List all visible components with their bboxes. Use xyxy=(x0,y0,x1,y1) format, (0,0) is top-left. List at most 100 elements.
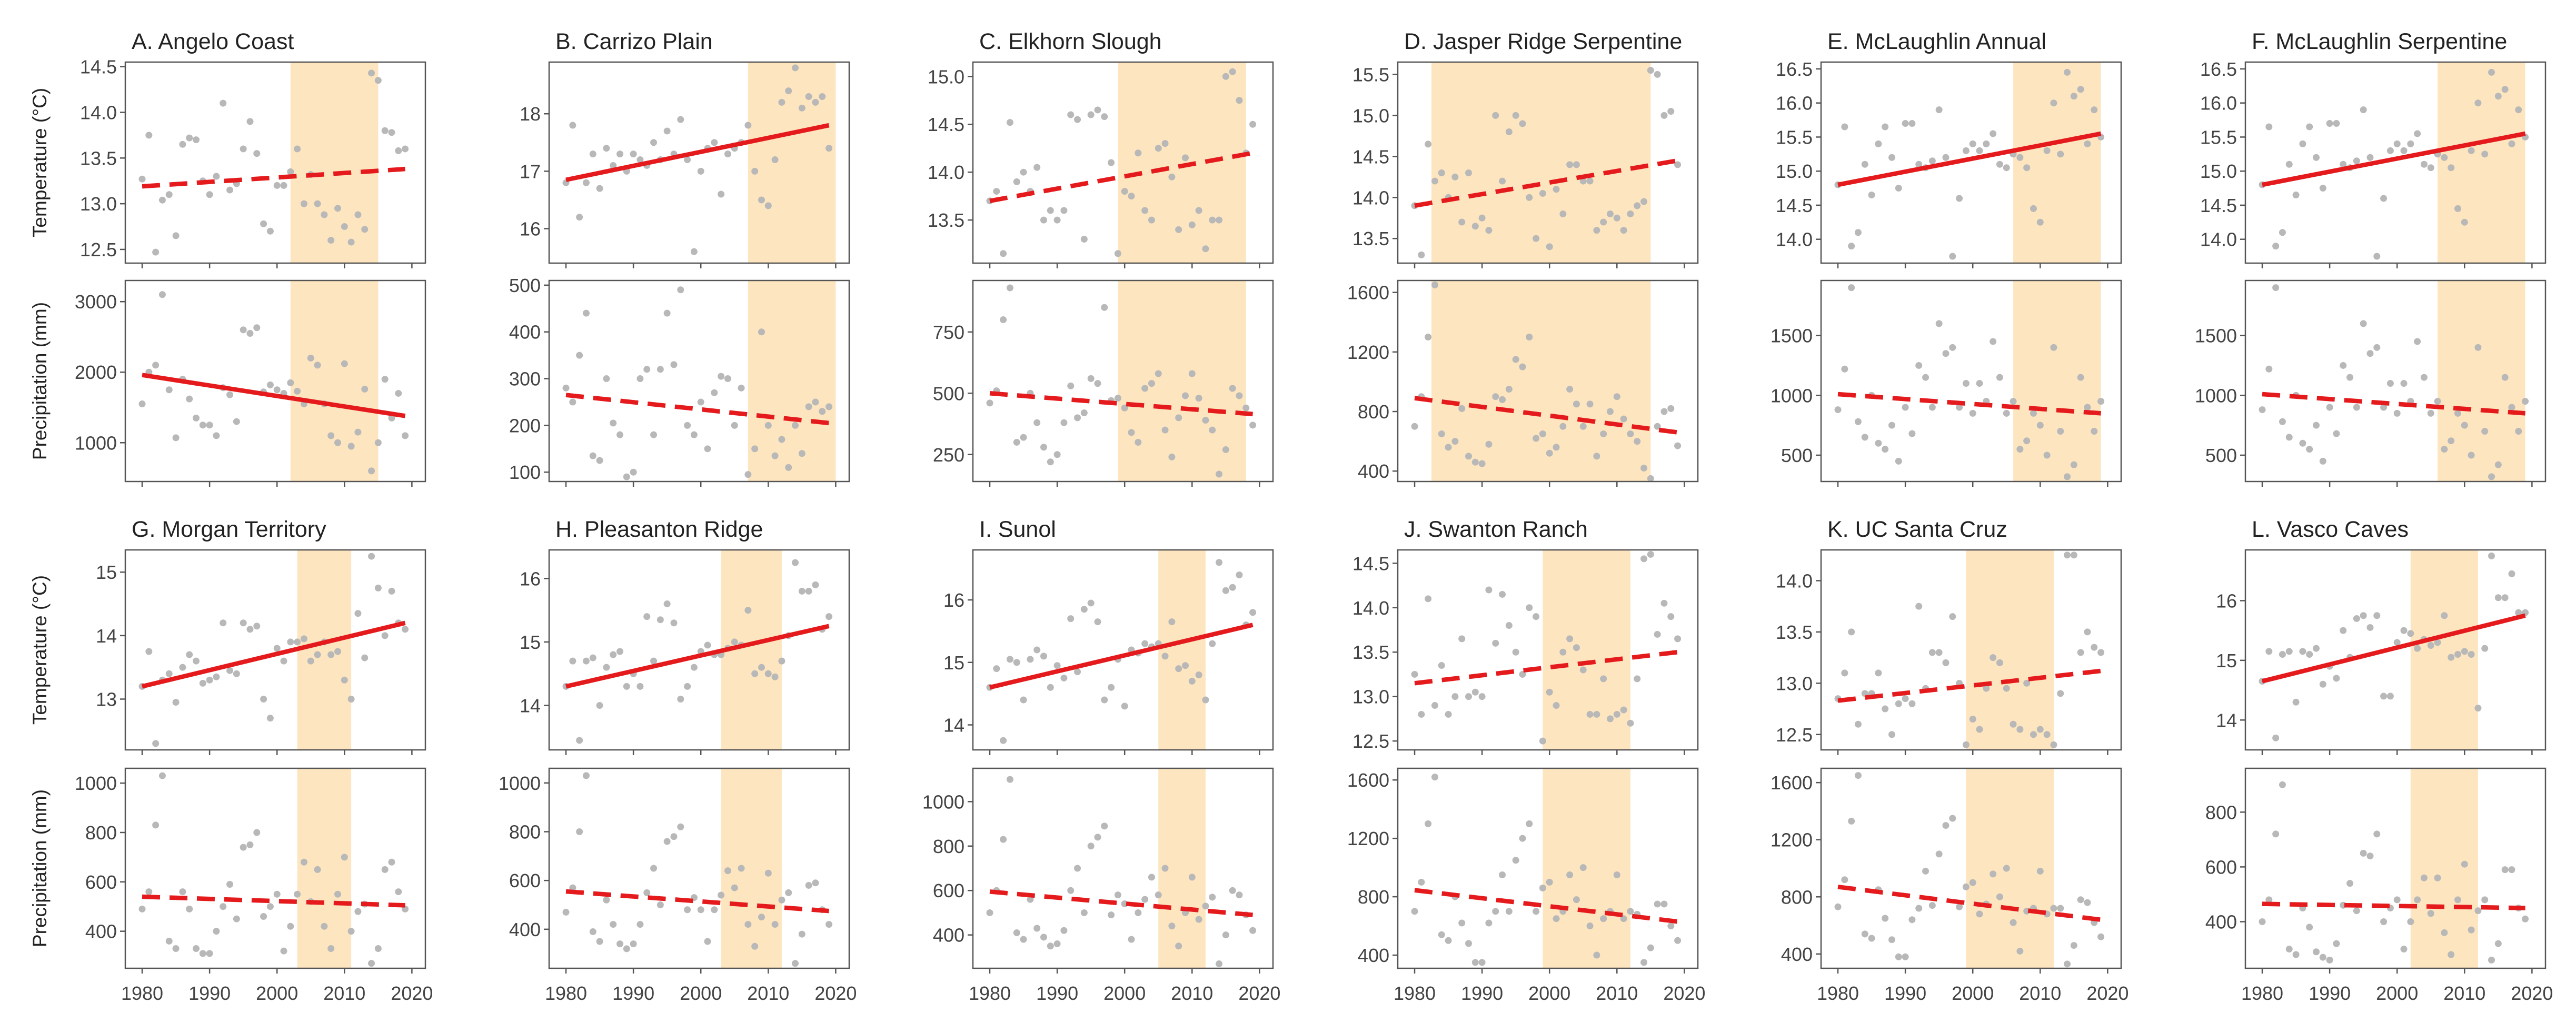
data-point xyxy=(2064,960,2071,968)
data-point xyxy=(220,903,227,910)
data-point xyxy=(1425,595,1432,603)
data-point xyxy=(1465,940,1472,947)
data-point xyxy=(1660,112,1668,119)
data-point xyxy=(1168,922,1176,930)
data-point xyxy=(1181,154,1189,162)
data-point xyxy=(1216,960,1223,968)
data-point xyxy=(1458,919,1466,927)
data-point xyxy=(589,452,596,459)
data-point xyxy=(2454,409,2461,417)
data-point xyxy=(2508,404,2515,411)
data-point xyxy=(2003,409,2010,417)
data-point xyxy=(294,145,301,153)
data-point xyxy=(576,352,583,359)
y-tick-label: 13.5 xyxy=(1352,641,1389,663)
data-point xyxy=(2285,648,2293,655)
data-point xyxy=(1848,284,1855,292)
data-point xyxy=(1202,696,1209,704)
data-point xyxy=(1188,874,1196,881)
plot-frame xyxy=(1820,61,2122,264)
data-point xyxy=(690,431,698,438)
temperature-plot: 16 17 18 xyxy=(520,61,850,268)
data-point xyxy=(1060,419,1068,426)
data-point xyxy=(2016,446,2024,453)
data-point xyxy=(1519,363,1526,370)
data-point xyxy=(1928,404,1936,411)
data-point xyxy=(1478,214,1486,222)
data-point xyxy=(636,156,644,164)
precipitation-plot: 100 200 300 400 500 xyxy=(509,275,850,487)
y-tick-label: 15.5 xyxy=(1776,126,1813,148)
data-point xyxy=(744,607,752,614)
data-point xyxy=(1067,382,1075,389)
data-point xyxy=(2259,406,2266,414)
data-point xyxy=(1882,915,1889,922)
data-point xyxy=(368,960,375,967)
data-point xyxy=(1627,908,1634,915)
trend-line-dashed xyxy=(1414,888,1678,924)
temperature-plot: 14 15 16 xyxy=(2216,549,2547,755)
data-point xyxy=(280,947,287,955)
plot-frame xyxy=(1820,767,2122,969)
data-point xyxy=(2488,956,2495,964)
data-point xyxy=(1074,668,1081,676)
y-tick-label: 14.0 xyxy=(80,102,117,124)
data-point xyxy=(2366,350,2374,357)
data-point xyxy=(2454,896,2461,904)
data-point xyxy=(677,823,684,830)
data-point xyxy=(1654,630,1661,638)
data-point xyxy=(616,648,623,655)
y-tick-label: 400 xyxy=(1358,460,1389,482)
data-point xyxy=(2461,218,2468,226)
x-tick-label: 1980 xyxy=(121,982,163,1004)
data-point xyxy=(1969,140,1976,147)
data-point xyxy=(192,414,200,422)
x-tick-label: 2020 xyxy=(2511,982,2553,1004)
data-point xyxy=(1141,207,1149,214)
data-point xyxy=(2265,365,2273,373)
data-point xyxy=(233,670,240,677)
data-point xyxy=(1499,177,1506,185)
data-point xyxy=(1600,675,1607,683)
data-point xyxy=(1888,154,1895,161)
data-point xyxy=(684,422,691,429)
y-axis-title-precipitation: Precipitation (mm) xyxy=(29,302,51,460)
data-point xyxy=(1229,887,1236,894)
y-tick-label: 16 xyxy=(943,589,964,611)
data-point xyxy=(2319,954,2326,961)
data-point xyxy=(663,838,671,845)
data-point xyxy=(792,960,799,967)
data-point xyxy=(603,375,610,383)
panel-title: B. Carrizo Plain xyxy=(555,29,713,54)
data-point xyxy=(1040,216,1047,224)
data-point xyxy=(2064,473,2071,480)
y-tick-label: 14.0 xyxy=(928,162,964,183)
y-tick-label: 17 xyxy=(520,161,541,182)
data-point xyxy=(1236,571,1243,578)
y-tick-label: 1000 xyxy=(75,773,117,794)
data-point xyxy=(1553,702,1560,709)
data-point xyxy=(2434,398,2441,405)
data-point xyxy=(1492,908,1499,915)
panel-title: K. UC Santa Cruz xyxy=(1827,517,2007,542)
data-point xyxy=(1114,891,1121,899)
data-point xyxy=(2380,918,2388,926)
precipitation-plot: 400 600 800 1000 Precipitation (mm) xyxy=(29,767,426,974)
data-point xyxy=(1922,374,1929,381)
trend-line-dashed xyxy=(1837,885,2102,922)
data-point xyxy=(562,908,570,916)
data-point xyxy=(1882,123,1889,131)
data-point xyxy=(576,737,583,744)
data-point xyxy=(2272,243,2280,250)
data-point xyxy=(778,98,785,106)
data-point xyxy=(2272,830,2280,838)
data-point xyxy=(2306,924,2313,931)
data-point xyxy=(1209,216,1216,224)
data-point xyxy=(663,127,671,135)
data-point xyxy=(731,422,738,429)
plot-frame xyxy=(1397,61,1699,264)
data-point xyxy=(2400,380,2408,387)
data-point xyxy=(2494,940,2502,947)
data-point xyxy=(1640,465,1648,472)
data-point xyxy=(724,151,731,158)
